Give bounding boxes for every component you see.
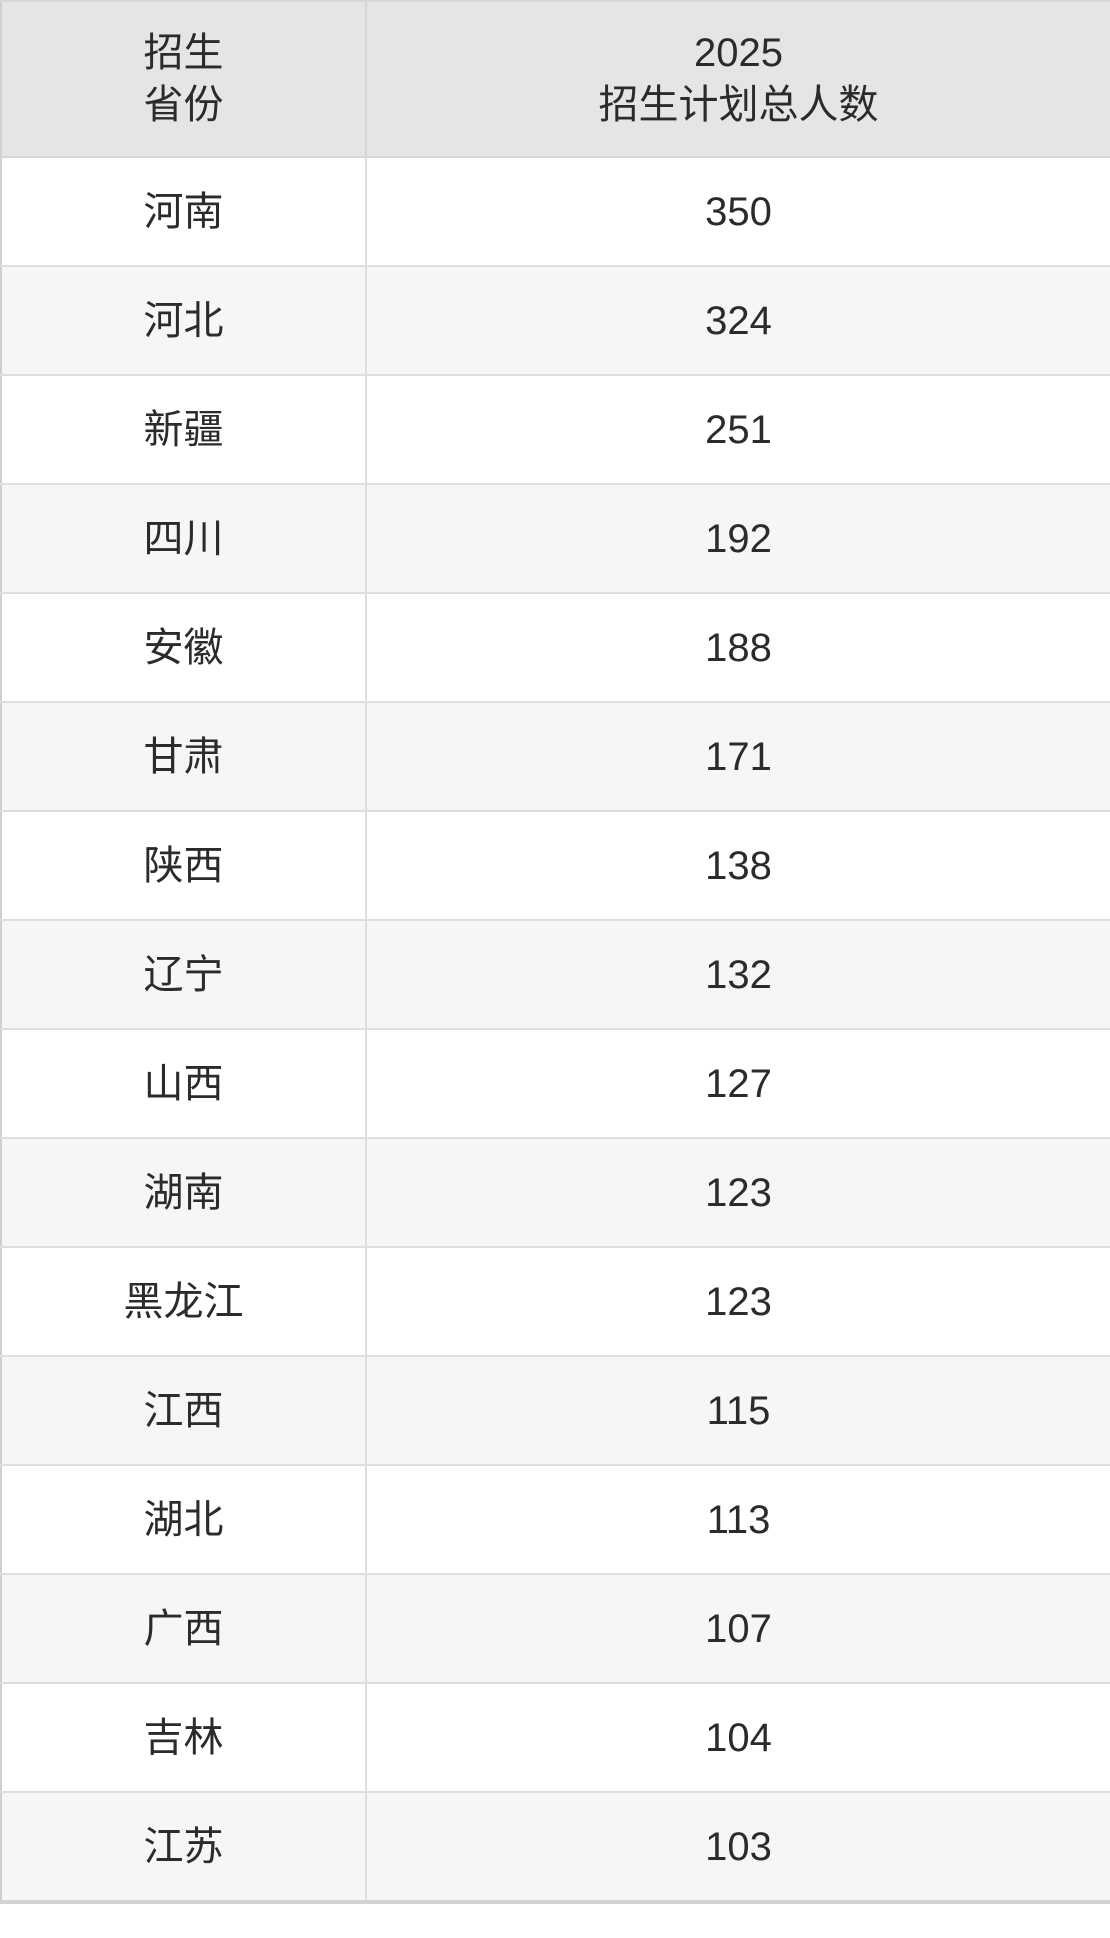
province-cell: 湖南 (0, 1137, 367, 1248)
table-row: 安徽 188 (0, 592, 1110, 703)
total-cell: 107 (365, 1573, 1110, 1684)
province-cell: 湖北 (0, 1464, 367, 1575)
table-row: 吉林 104 (0, 1682, 1110, 1793)
total-cell: 103 (365, 1791, 1110, 1904)
table-row: 辽宁 132 (0, 919, 1110, 1030)
province-cell: 陕西 (0, 810, 367, 921)
table-row: 河北 324 (0, 265, 1110, 376)
total-cell: 350 (365, 156, 1110, 267)
total-cell: 192 (365, 483, 1110, 594)
province-cell: 河北 (0, 265, 367, 376)
table-row: 广西 107 (0, 1573, 1110, 1684)
total-cell: 138 (365, 810, 1110, 921)
total-cell: 132 (365, 919, 1110, 1030)
total-cell: 123 (365, 1246, 1110, 1357)
province-cell: 甘肃 (0, 701, 367, 812)
total-cell: 251 (365, 374, 1110, 485)
table-row: 甘肃 171 (0, 701, 1110, 812)
table-row: 四川 192 (0, 483, 1110, 594)
table-row: 山西 127 (0, 1028, 1110, 1139)
table-row: 湖南 123 (0, 1137, 1110, 1248)
total-cell: 113 (365, 1464, 1110, 1575)
province-cell: 河南 (0, 156, 367, 267)
header-row: 招生 省份 2025 招生计划总人数 (0, 0, 1110, 158)
header-cell-province: 招生 省份 (0, 0, 367, 158)
total-cell: 324 (365, 265, 1110, 376)
table-row: 黑龙江 123 (0, 1246, 1110, 1357)
province-cell: 四川 (0, 483, 367, 594)
table-row: 江苏 103 (0, 1791, 1110, 1904)
province-cell: 山西 (0, 1028, 367, 1139)
total-cell: 123 (365, 1137, 1110, 1248)
province-cell: 江苏 (0, 1791, 367, 1904)
province-cell: 安徽 (0, 592, 367, 703)
total-cell: 171 (365, 701, 1110, 812)
province-cell: 江西 (0, 1355, 367, 1466)
table-row: 新疆 251 (0, 374, 1110, 485)
province-cell: 吉林 (0, 1682, 367, 1793)
header-cell-plan-total: 2025 招生计划总人数 (365, 0, 1110, 158)
total-cell: 104 (365, 1682, 1110, 1793)
total-cell: 115 (365, 1355, 1110, 1466)
total-cell: 188 (365, 592, 1110, 703)
table-row: 江西 115 (0, 1355, 1110, 1466)
total-cell: 127 (365, 1028, 1110, 1139)
province-cell: 新疆 (0, 374, 367, 485)
province-cell: 广西 (0, 1573, 367, 1684)
table-row: 陕西 138 (0, 810, 1110, 921)
table-body: 河南 350 河北 324 新疆 251 四川 192 安徽 188 甘肃 17… (0, 156, 1110, 1904)
table-row: 湖北 113 (0, 1464, 1110, 1575)
table-row: 河南 350 (0, 156, 1110, 267)
province-cell: 黑龙江 (0, 1246, 367, 1357)
province-cell: 辽宁 (0, 919, 367, 1030)
